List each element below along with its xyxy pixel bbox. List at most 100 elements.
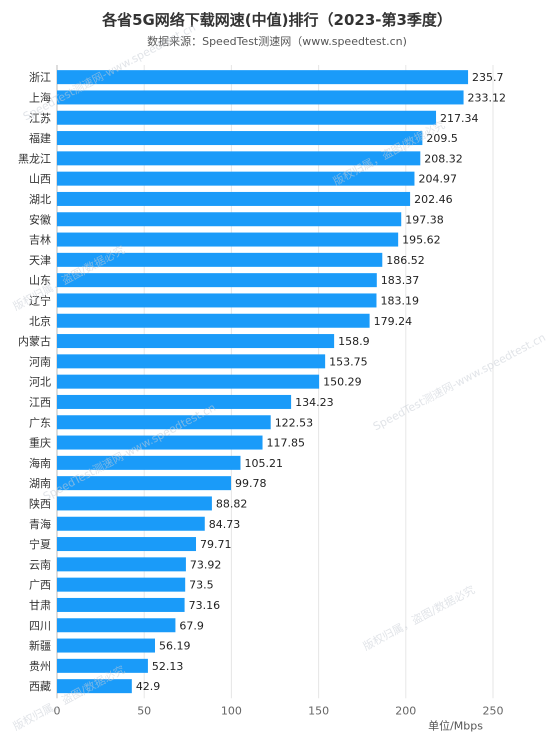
value-label: 158.9 [338, 335, 370, 348]
category-label: 黑龙江 [18, 152, 51, 165]
bar [57, 354, 326, 369]
x-tick-label: 0 [54, 704, 61, 717]
bar [57, 151, 421, 166]
category-label: 陕西 [29, 496, 51, 510]
category-label: 湖南 [29, 477, 51, 490]
bar [57, 252, 383, 267]
category-label: 湖北 [29, 193, 51, 206]
value-label: 67.9 [179, 619, 204, 632]
category-label: 广东 [29, 416, 51, 429]
bar [57, 313, 370, 328]
category-label: 安徽 [29, 212, 51, 226]
bar [57, 658, 148, 673]
category-label: 新疆 [29, 639, 51, 653]
value-label: 204.97 [418, 173, 457, 186]
category-label: 辽宁 [29, 293, 51, 307]
value-label: 42.9 [136, 680, 161, 693]
x-tick-label: 150 [308, 704, 329, 717]
bar [57, 618, 176, 633]
bar [57, 70, 469, 85]
bar [57, 171, 415, 186]
value-label: 52.13 [152, 660, 184, 673]
value-label: 186.52 [386, 254, 425, 267]
bar [57, 679, 132, 694]
value-label: 153.75 [329, 355, 368, 368]
bar [57, 455, 241, 470]
value-label: 73.92 [190, 558, 222, 571]
category-label: 山西 [29, 173, 51, 186]
category-label: 河北 [29, 376, 51, 389]
category-label: 吉林 [29, 233, 51, 247]
bar [57, 334, 335, 349]
category-label: 内蒙古 [18, 334, 51, 348]
category-label: 福建 [29, 131, 51, 145]
x-axis-label: 单位/Mbps [428, 718, 483, 732]
value-label: 183.37 [381, 274, 420, 287]
value-label: 56.19 [159, 640, 191, 653]
x-tick-label: 100 [221, 704, 242, 717]
category-label: 广西 [29, 579, 51, 592]
value-label: 208.32 [424, 152, 463, 165]
category-label: 贵州 [29, 660, 51, 673]
bar [57, 516, 205, 531]
category-label: 天津 [29, 254, 51, 267]
value-label: 84.73 [209, 518, 241, 531]
category-label: 青海 [29, 517, 51, 531]
value-label: 105.21 [244, 457, 283, 470]
value-label: 209.5 [426, 132, 458, 145]
value-label: 99.78 [235, 477, 267, 490]
value-label: 88.82 [216, 497, 248, 510]
bar [57, 435, 263, 450]
bar [57, 597, 185, 612]
category-label: 上海 [29, 90, 51, 104]
value-label: 233.12 [468, 91, 507, 104]
bar [57, 191, 411, 206]
value-label: 235.7 [472, 71, 504, 84]
category-label: 浙江 [29, 71, 51, 84]
category-label: 江苏 [29, 112, 51, 125]
value-label: 179.24 [374, 315, 413, 328]
bar [57, 577, 186, 592]
value-label: 79.71 [200, 538, 232, 551]
value-label: 197.38 [405, 213, 444, 226]
bar [57, 415, 271, 430]
value-label: 117.85 [267, 437, 306, 450]
chart-subtitle: 数据来源：SpeedTest测速网（www.speedtest.cn) [147, 35, 407, 48]
bar [57, 557, 186, 572]
bar [57, 394, 292, 409]
category-label: 甘肃 [29, 599, 51, 612]
bar [57, 90, 464, 105]
bar [57, 476, 232, 491]
bar [57, 131, 423, 146]
bar [57, 496, 212, 511]
category-label: 西藏 [29, 680, 51, 693]
value-label: 73.16 [189, 599, 221, 612]
category-label: 江西 [29, 396, 51, 409]
value-label: 202.46 [414, 193, 453, 206]
bar [57, 110, 437, 125]
value-label: 183.19 [380, 294, 419, 307]
category-label: 宁夏 [29, 537, 51, 551]
value-label: 134.23 [295, 396, 334, 409]
bar [57, 212, 402, 227]
category-label: 河南 [29, 355, 51, 368]
bar [57, 537, 197, 552]
value-label: 217.34 [440, 112, 479, 125]
category-label: 四川 [29, 619, 51, 632]
value-label: 122.53 [275, 416, 314, 429]
category-label: 重庆 [29, 436, 51, 450]
value-label: 73.5 [189, 579, 214, 592]
bar [57, 232, 399, 247]
category-label: 山东 [29, 274, 51, 287]
bar [57, 638, 155, 653]
x-tick-label: 50 [137, 704, 151, 717]
chart-title: 各省5G网络下载网速(中值)排行（2023-第3季度） [102, 11, 452, 29]
bar [57, 374, 320, 389]
x-tick-label: 250 [483, 704, 504, 717]
bar [57, 293, 377, 308]
x-tick-label: 200 [395, 704, 416, 717]
category-label: 云南 [29, 558, 51, 571]
value-label: 150.29 [323, 376, 362, 389]
category-label: 北京 [29, 314, 51, 328]
